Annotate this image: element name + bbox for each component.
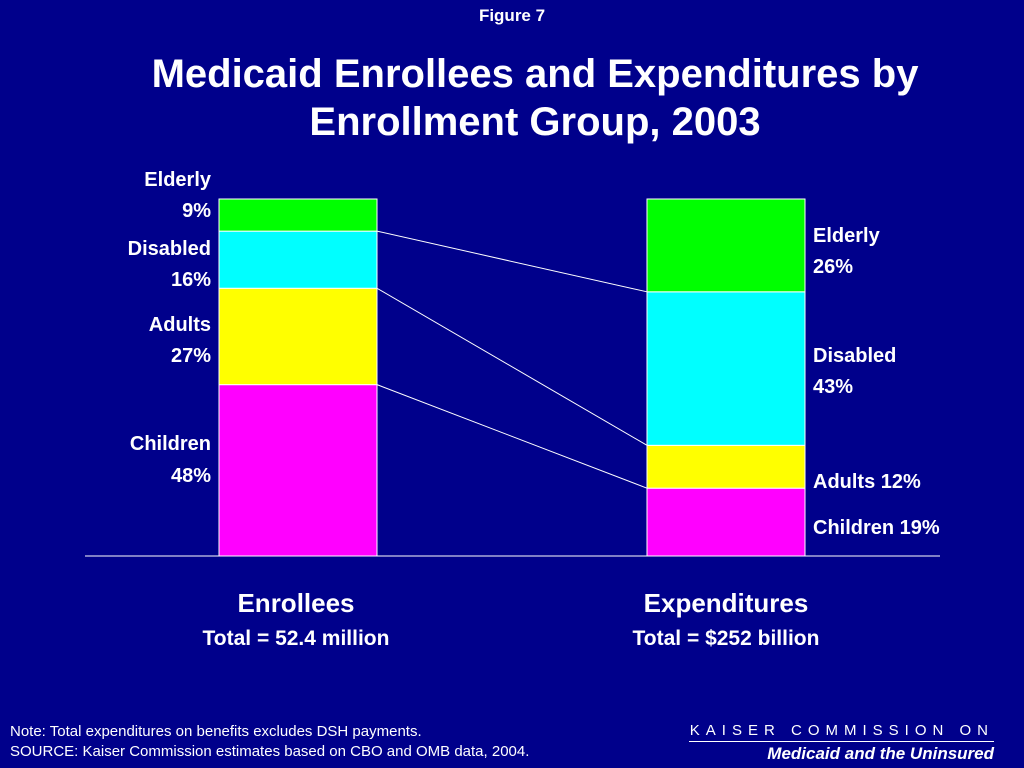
segment-label-name: Children: [130, 433, 211, 455]
brand-top-text: KAISER COMMISSION ON: [689, 722, 994, 739]
category-label: Expenditures: [644, 588, 809, 618]
bar-expenditures-disabled: [646, 291, 806, 446]
bar-enrollees-children: [218, 384, 378, 557]
category-total: Total = $252 billion: [633, 627, 820, 650]
chart-title: Medicaid Enrollees and Expenditures by E…: [151, 52, 919, 144]
segment-label-value: 26%: [813, 256, 853, 278]
note-text: Note: Total expenditures on benefits exc…: [10, 723, 422, 740]
segment-label-name: Disabled: [128, 238, 211, 260]
bar-enrollees-adults: [218, 287, 378, 386]
segment-label: Children 19%: [813, 517, 940, 539]
segment-label-value: 27%: [171, 345, 211, 367]
connector-line: [376, 384, 648, 489]
segment-label-name: Elderly: [813, 225, 881, 247]
bar-expenditures-children: [646, 487, 806, 557]
bar-enrollees-disabled: [218, 230, 378, 289]
segment-label-value: 43%: [813, 376, 853, 398]
bar-enrollees-elderly: [218, 198, 378, 232]
segment-label-value: 9%: [182, 200, 211, 222]
footnote: Note: Total expenditures on benefits exc…: [10, 722, 529, 762]
bar-expenditures-elderly: [646, 198, 806, 293]
segment-label-name: Disabled: [813, 345, 896, 367]
kaiser-logo: KAISER COMMISSION ON Medicaid and the Un…: [689, 722, 994, 764]
bar-expenditures-adults: [646, 444, 806, 489]
category-total: Total = 52.4 million: [203, 627, 390, 650]
connector-line: [376, 287, 648, 446]
segment-label-name: Adults: [149, 314, 211, 336]
connector-line: [376, 230, 648, 293]
segment-label-value: 48%: [171, 465, 211, 487]
segment-label-name: Elderly: [144, 169, 212, 191]
brand-rule: [689, 741, 994, 742]
segment-label-value: 16%: [171, 269, 211, 291]
category-label: Enrollees: [237, 588, 354, 618]
segment-label: Adults 12%: [813, 471, 921, 493]
figure-label: Figure 7: [478, 6, 546, 25]
source-text: SOURCE: Kaiser Commission estimates base…: [10, 743, 530, 760]
stacked-bar-chart: Children 48% Adults 27% Disabled 16% Elderly 9%…: [85, 169, 940, 650]
brand-bottom-text: Medicaid and the Uninsured: [767, 744, 994, 763]
